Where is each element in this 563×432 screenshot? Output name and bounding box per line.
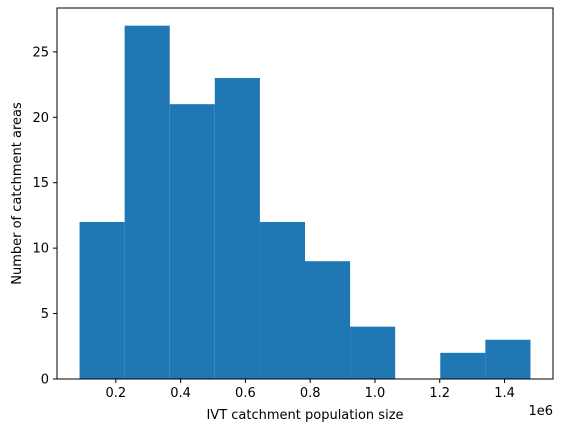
- y-tick-label: 20: [32, 111, 49, 126]
- y-axis-ticks: 0 5 10 15 20 25: [32, 45, 57, 388]
- x-tick-label: 1.0: [365, 386, 386, 401]
- x-axis-label: IVT catchment population size: [206, 408, 403, 423]
- x-axis-ticks: 0.2 0.4 0.6 0.8 1.0 1.2 1.4: [105, 379, 515, 401]
- x-tick-label: 0.6: [235, 386, 256, 401]
- y-tick-label: 10: [32, 242, 49, 257]
- x-tick-label: 0.8: [300, 386, 321, 401]
- histogram-bar: [124, 25, 170, 380]
- y-tick-label: 0: [41, 373, 49, 388]
- y-axis-label: Number of catchment areas: [10, 102, 25, 285]
- y-tick-label: 15: [32, 176, 49, 191]
- histogram-bar: [305, 261, 351, 379]
- x-tick-label: 0.2: [105, 386, 126, 401]
- x-axis-offset-label: 1e6: [528, 404, 553, 419]
- y-tick-label: 25: [32, 45, 49, 60]
- histogram-bar: [214, 78, 260, 380]
- histogram-bar: [350, 326, 396, 379]
- x-tick-label: 1.2: [429, 386, 450, 401]
- x-tick-label: 0.4: [170, 386, 191, 401]
- histogram-bars: [79, 25, 531, 380]
- axes-frame: [56, 7, 554, 380]
- x-tick-label: 1.4: [494, 386, 515, 401]
- y-tick-label: 5: [41, 307, 49, 322]
- histogram-bar: [79, 221, 125, 379]
- histogram-bar: [440, 352, 486, 379]
- histogram-bar: [259, 221, 305, 379]
- histogram-bar: [169, 104, 215, 380]
- histogram-bar: [485, 339, 531, 379]
